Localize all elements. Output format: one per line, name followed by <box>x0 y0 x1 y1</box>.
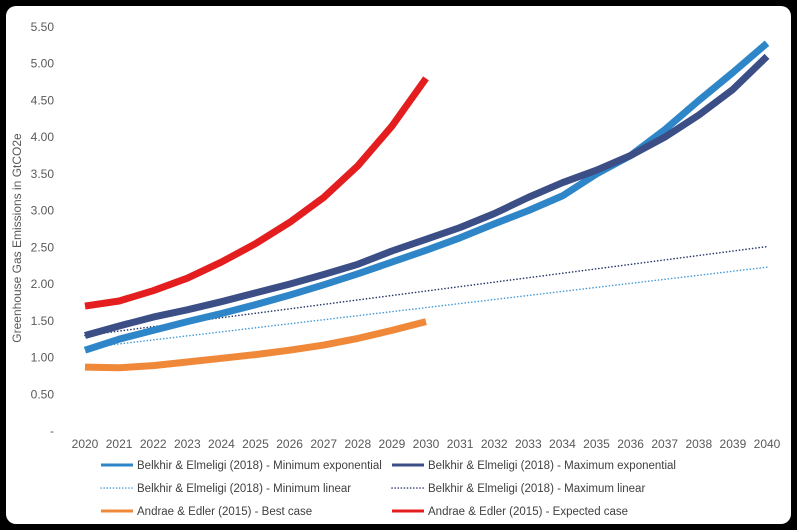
x-tick-label: 2036 <box>617 437 644 451</box>
x-tick-label: 2038 <box>685 437 712 451</box>
series-layer <box>83 40 770 372</box>
x-tick-label: 2034 <box>549 437 576 451</box>
legend: Belkhir & Elmeligi (2018) - Minimum expo… <box>100 460 676 518</box>
x-tick-label: 2033 <box>515 437 542 451</box>
x-tick-label: 2037 <box>651 437 678 451</box>
legend-label: Belkhir & Elmeligi (2018) - Maximum line… <box>428 483 645 495</box>
y-axis-label-group: Greenhouse Gas Emissions in GtCO2e <box>10 133 24 343</box>
x-tick-label: 2031 <box>447 437 474 451</box>
y-tick-label: 3.00 <box>31 204 55 218</box>
y-tick-label: - <box>50 424 54 438</box>
y-axis-label: Greenhouse Gas Emissions in GtCO2e <box>10 133 24 343</box>
x-tick-label: 2040 <box>754 437 781 451</box>
x-tick-label: 2025 <box>242 437 269 451</box>
y-tick-label: 1.50 <box>31 314 55 328</box>
series-line-2 <box>84 266 768 349</box>
x-tick-label: 2024 <box>208 437 235 451</box>
series-line-1 <box>84 53 770 339</box>
x-tick-label: 2035 <box>583 437 610 451</box>
chart-panel: Greenhouse Gas Emissions in GtCO2e - 0.50… <box>6 6 791 524</box>
x-tick-label: 2028 <box>344 437 371 451</box>
series-line-0 <box>83 40 770 354</box>
y-tick-label: 0.50 <box>31 387 55 401</box>
legend-label: Belkhir & Elmeligi (2018) - Minimum line… <box>137 483 351 495</box>
legend-label: Andrae & Edler (2015) - Best case <box>137 506 312 518</box>
y-tick-label: 5.50 <box>31 20 55 34</box>
legend-label: Belkhir & Elmeligi (2018) - Maximum expo… <box>428 460 676 472</box>
x-tick-label: 2029 <box>379 437 406 451</box>
y-tick-label: 4.00 <box>31 130 55 144</box>
x-tick-label: 2022 <box>140 437 167 451</box>
y-axis-ticks: - 0.50 1.00 1.50 2.00 2.50 3.00 3.50 4.00 4.50 5.0… <box>31 20 55 438</box>
x-tick-label: 2026 <box>276 437 303 451</box>
x-tick-label: 2039 <box>720 437 747 451</box>
series-line-4 <box>84 318 427 372</box>
x-tick-label: 2020 <box>72 437 99 451</box>
x-tick-label: 2021 <box>106 437 133 451</box>
legend-label: Andrae & Edler (2015) - Expected case <box>428 506 628 518</box>
x-tick-label: 2027 <box>310 437 337 451</box>
x-tick-label: 2030 <box>413 437 440 451</box>
y-tick-label: 1.00 <box>31 351 55 365</box>
series-line-5 <box>84 76 429 310</box>
x-tick-label: 2023 <box>174 437 201 451</box>
y-tick-label: 3.50 <box>31 167 55 181</box>
y-tick-label: 5.00 <box>31 57 55 71</box>
legend-label: Belkhir & Elmeligi (2018) - Minimum expo… <box>137 460 382 472</box>
y-tick-label: 2.00 <box>31 277 55 291</box>
line-chart: Greenhouse Gas Emissions in GtCO2e - 0.50… <box>10 20 781 518</box>
y-tick-label: 4.50 <box>31 93 55 107</box>
y-tick-label: 2.50 <box>31 240 55 254</box>
x-axis-ticks: 2020 2021 2022 2023 2024 2025 2026 2027 2028 2029… <box>72 437 781 451</box>
series-line-3 <box>84 245 768 337</box>
x-tick-label: 2032 <box>481 437 508 451</box>
